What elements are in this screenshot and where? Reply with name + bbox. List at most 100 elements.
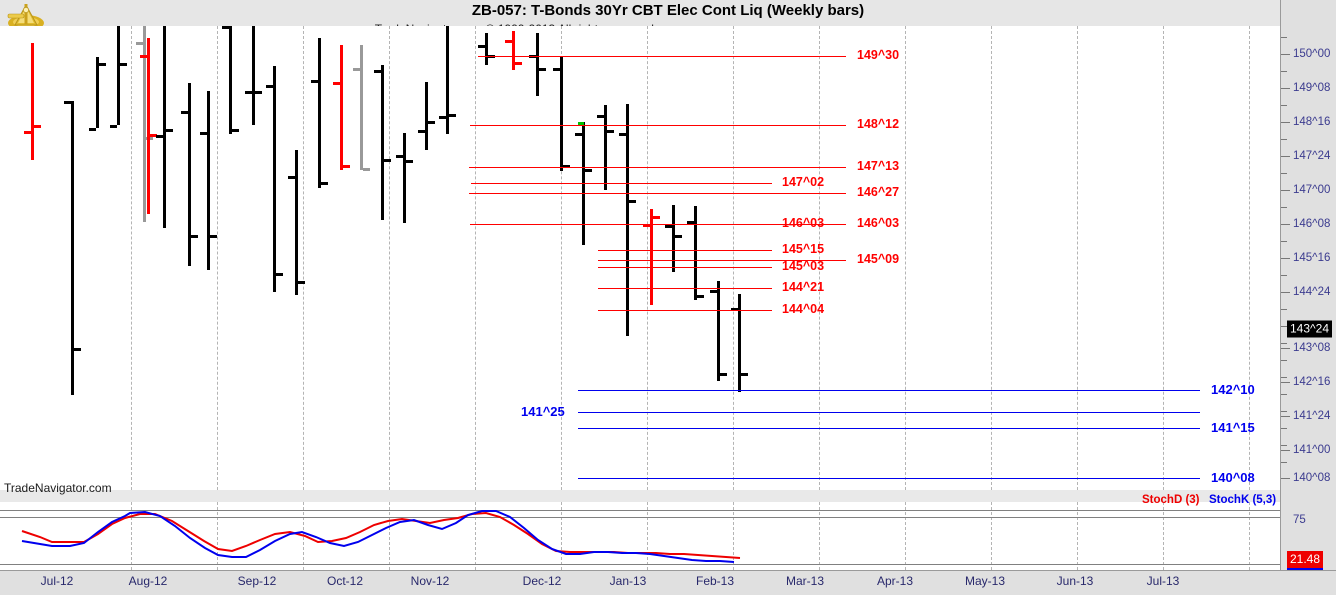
ohlc-bar-range [340,45,343,170]
gridline-vertical [303,26,304,490]
ohlc-open-tick [643,224,650,227]
gridline-vertical [905,26,906,490]
ohlc-close-tick [363,168,370,171]
price-level-label-red: 147^02 [782,175,825,189]
ohlc-bar-range [694,206,697,300]
ohlc-close-tick [166,129,173,132]
price-level-line-red[interactable] [469,193,846,194]
ohlc-close-tick [697,295,704,298]
gridline-vertical [733,26,734,490]
price-axis-minor-tick [1281,445,1287,446]
gridline-vertical [991,502,992,570]
ohlc-bar-range [560,57,563,171]
ohlc-close-tick [343,165,350,168]
ohlc-close-tick [741,373,748,376]
ohlc-open-tick [353,68,360,71]
price-level-line-red[interactable] [471,183,772,184]
ohlc-bar-range [485,33,488,65]
gridline-vertical [217,26,218,490]
price-chart-panel[interactable]: 149^30 148^12 147^13 147^02 146^27 146^03 146^… [0,26,1280,490]
stochastic-indicator-panel[interactable] [0,502,1280,570]
ohlc-bar-range [252,26,255,125]
ohlc-open-tick [89,128,96,131]
ohlc-bar-range [229,26,232,134]
price-level-line-red[interactable] [598,267,772,268]
gridline-vertical [217,502,218,570]
page-title: ZB-057: T-Bonds 30Yr CBT Elec Cont Liq (… [471,2,865,19]
price-level-line-red[interactable] [598,310,772,311]
price-axis-label: 142^16 [1293,376,1331,388]
gridline-vertical [819,26,820,490]
price-level-label-red: 145^09 [857,252,900,266]
ohlc-open-tick [597,115,604,118]
price-level-line-red[interactable] [470,224,772,225]
ohlc-bar-range [536,33,539,96]
ohlc-close-tick [298,281,305,284]
indicator-lower-line [0,564,1280,565]
stochd-legend: StochD (3) [1142,494,1200,506]
price-axis-minor-tick [1281,241,1287,242]
ohlc-open-tick [110,125,117,128]
price-level-line-red[interactable] [598,250,772,251]
price-axis-tick [1281,326,1290,327]
price-axis-minor-tick [1281,394,1287,395]
indicator-upper-line [0,510,1280,511]
stochk-line [21,510,735,563]
ohlc-bar-range [381,65,384,220]
price-axis-minor-tick [1281,275,1287,276]
price-level-line-blue[interactable] [578,412,1200,413]
ohlc-close-tick [720,373,727,376]
ohlc-close-tick [34,125,41,128]
indicator-level-75-line [0,517,1280,518]
price-level-label-blue: 141^25 [521,404,565,419]
gridline-vertical [475,502,476,570]
price-axis-label: 144^24 [1293,286,1331,298]
ohlc-bar-range [318,38,321,188]
ohlc-bar-range [425,82,428,150]
price-axis-tick [1281,190,1290,191]
price-axis-minor-tick [1281,428,1287,429]
ohlc-bar-range [738,294,741,392]
price-axis-label: 149^08 [1293,82,1331,94]
ohlc-close-tick [120,63,127,66]
price-level-line-blue[interactable] [578,390,1200,391]
gridline-vertical [647,502,648,570]
ohlc-open-tick [374,70,381,73]
price-axis[interactable]: 150^00 149^08 148^16 147^24 147^00 146^08 145^… [1280,0,1336,572]
price-axis-tick [1281,224,1290,225]
gridline-vertical [819,502,820,570]
price-level-line-blue[interactable] [578,478,1200,479]
price-axis-label: 147^24 [1293,150,1331,162]
ohlc-open-tick [439,116,446,119]
ohlc-close-tick [585,169,592,172]
price-axis-label: 147^00 [1293,184,1331,196]
price-axis-label: 145^16 [1293,252,1331,264]
ohlc-close-tick [321,182,328,185]
ohlc-bar-range [117,26,120,125]
watermark-text: TradeNavigator.com [4,481,112,495]
date-axis-label: Nov-12 [410,574,450,588]
price-axis-label: 148^16 [1293,116,1331,128]
price-level-line-blue[interactable] [578,428,1200,429]
ohlc-bar-range [717,281,720,381]
price-axis-tick [1281,450,1290,451]
ohlc-bar-range [295,150,298,295]
price-axis-label: 146^08 [1293,218,1331,230]
price-level-line-red[interactable] [470,125,846,126]
price-axis-minor-tick [1281,309,1287,310]
date-axis[interactable]: Jul-12 Aug-12 Sep-12 Oct-12 Nov-12 Dec-12 Jan-… [0,570,1336,595]
ohlc-close-tick [515,62,522,65]
price-level-label-red: 146^27 [857,185,900,199]
gridline-vertical [131,502,132,570]
price-level-line-red[interactable] [469,167,846,168]
ohlc-close-tick [539,68,546,71]
ohlc-bar-range [604,105,607,190]
price-level-line-red[interactable] [598,260,846,261]
gridline-vertical [905,502,906,570]
price-axis-minor-tick [1281,105,1287,106]
price-level-line-red[interactable] [598,288,772,289]
ohlc-open-tick [156,135,163,138]
price-level-line-red[interactable] [478,56,846,57]
ohlc-close-tick [99,63,106,66]
ohlc-open-tick [731,308,738,311]
